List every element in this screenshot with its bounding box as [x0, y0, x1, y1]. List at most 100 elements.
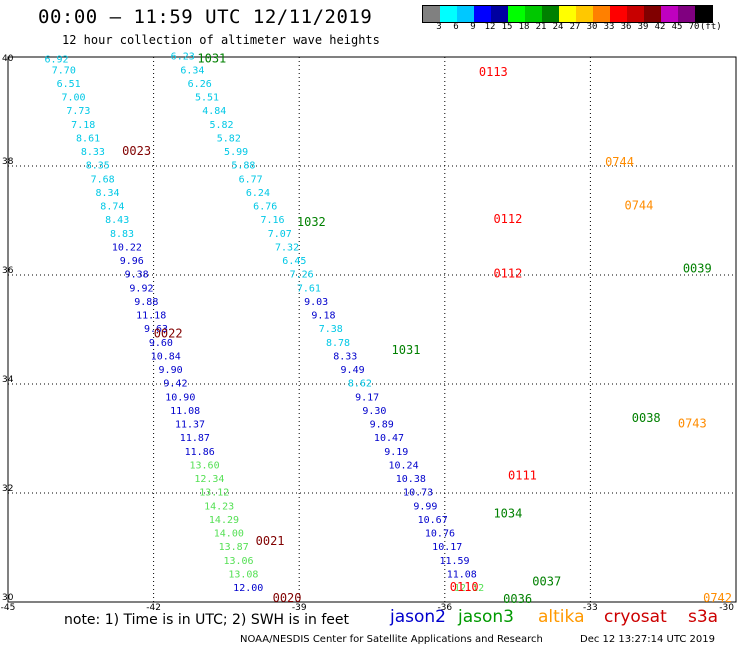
swh-value: 9.92	[129, 283, 153, 294]
swh-value: 6.34	[180, 65, 204, 76]
y-tick-label: 38	[2, 157, 14, 167]
color-swatch	[644, 6, 661, 22]
color-tick-label: 33	[603, 22, 615, 32]
color-tick-label: 18	[518, 22, 530, 32]
swh-value: 6.92	[44, 54, 68, 65]
swh-value: 9.17	[355, 392, 379, 403]
swh-value: 10.90	[165, 392, 195, 403]
timestamp: Dec 12 13:27:14 UTC 2019	[580, 634, 715, 645]
swh-value: 9.60	[149, 338, 173, 349]
swh-value: 9.19	[384, 447, 408, 458]
x-tick-label: -39	[292, 603, 307, 613]
swh-value: 11.18	[136, 311, 166, 322]
swh-value: 6.45	[282, 256, 306, 267]
swh-value: 10.24	[388, 460, 418, 471]
swh-value: 12.34	[194, 474, 224, 485]
color-swatch	[457, 6, 474, 22]
page-title: 00:00 – 11:59 UTC 12/11/2019	[38, 6, 373, 28]
swh-value: 8.78	[326, 338, 350, 349]
swh-value: 7.70	[52, 65, 76, 76]
color-tick-label: 15	[501, 22, 513, 32]
pass-time-label: 0039	[683, 261, 712, 275]
x-tick-label: -30	[719, 603, 734, 613]
color-swatch	[491, 6, 508, 22]
swh-value: 7.73	[66, 106, 90, 117]
color-tick-label: 36	[620, 22, 632, 32]
pass-time-label: 0744	[624, 199, 653, 213]
pass-time-label: 0110	[450, 580, 479, 594]
footer-note: note: 1) Time is in UTC; 2) SWH is in fe…	[64, 612, 350, 628]
pass-time-label: 0744	[605, 155, 634, 169]
swh-value: 11.37	[175, 420, 205, 431]
swh-value: 11.59	[439, 556, 469, 567]
swh-value: 9.03	[304, 297, 328, 308]
swh-value: 8.62	[348, 379, 372, 390]
swh-value: 8.43	[105, 215, 129, 226]
color-tick-label: 45	[671, 22, 683, 32]
swh-value: 6.26	[188, 79, 212, 90]
swh-value: 11.87	[180, 433, 210, 444]
swh-value: 9.30	[362, 406, 386, 417]
swh-value: 11.08	[447, 569, 477, 580]
swh-value: 9.96	[120, 256, 144, 267]
swh-value: 7.16	[260, 215, 284, 226]
swh-value: 5.88	[231, 161, 255, 172]
color-tick-label: 30	[586, 22, 598, 32]
legend-s3a: s3a	[688, 607, 719, 627]
x-tick-label: -33	[583, 603, 598, 613]
y-tick-label: 34	[2, 375, 14, 385]
swh-value: 8.61	[76, 133, 100, 144]
swh-value: 7.18	[71, 120, 95, 131]
pass-time-label: 1031	[197, 51, 226, 65]
swh-value: 9.88	[134, 297, 158, 308]
color-swatch	[559, 6, 576, 22]
swh-value: 6.23	[171, 52, 195, 63]
swh-value: 9.90	[159, 365, 183, 376]
swh-value: 5.82	[209, 120, 233, 131]
color-tick-label: 70	[688, 22, 700, 32]
swh-value: 5.51	[195, 93, 219, 104]
swh-value: 7.38	[319, 324, 343, 335]
pass-time-label: 0021	[256, 534, 285, 548]
color-swatch	[593, 6, 610, 22]
color-swatch	[440, 6, 457, 22]
swh-value: 8.83	[110, 229, 134, 240]
color-tick-label: 21	[535, 22, 547, 32]
swh-value: 10.22	[112, 242, 142, 253]
y-tick-label: 40	[2, 54, 14, 64]
x-tick-label: -45	[1, 603, 16, 613]
legend-altika: altika	[538, 607, 585, 627]
swh-value: 9.99	[413, 501, 437, 512]
pass-time-label: 0020	[273, 591, 302, 605]
y-tick-label: 36	[2, 266, 14, 276]
pass-time-label: 0112	[493, 267, 522, 281]
color-tick-label: 3	[436, 22, 442, 32]
swh-value: 14.29	[209, 515, 239, 526]
color-scale-bar	[422, 5, 713, 23]
color-tick-label: 39	[637, 22, 649, 32]
swh-value: 9.42	[163, 379, 187, 390]
swh-value: 9.49	[341, 365, 365, 376]
swh-value: 9.89	[370, 420, 394, 431]
swh-value: 7.00	[61, 93, 85, 104]
legend-jason3: jason3	[458, 607, 514, 627]
swh-value: 4.84	[202, 106, 226, 117]
swh-value: 6.51	[57, 79, 81, 90]
color-swatch	[423, 6, 440, 22]
swh-value: 6.76	[253, 202, 277, 213]
pass-time-label: 0112	[493, 212, 522, 226]
swh-value: 8.74	[100, 202, 124, 213]
color-swatch	[627, 6, 644, 22]
credit-line: NOAA/NESDIS Center for Satellite Applica…	[240, 634, 543, 645]
legend-cryosat: cryosat	[604, 607, 667, 627]
pass-time-label: 1032	[297, 215, 326, 229]
color-swatch	[610, 6, 627, 22]
pass-time-label: 0111	[508, 468, 537, 482]
color-tick-label: 42	[654, 22, 666, 32]
color-scale-ticks: 3 6 9 12 15 18 21 24 27 30 33 36 39 42 45 70 (ft)	[422, 22, 732, 36]
swh-value: 7.26	[290, 270, 314, 281]
swh-value: 5.82	[217, 133, 241, 144]
swh-value: 5.99	[224, 147, 248, 158]
map-frame	[7, 56, 737, 603]
